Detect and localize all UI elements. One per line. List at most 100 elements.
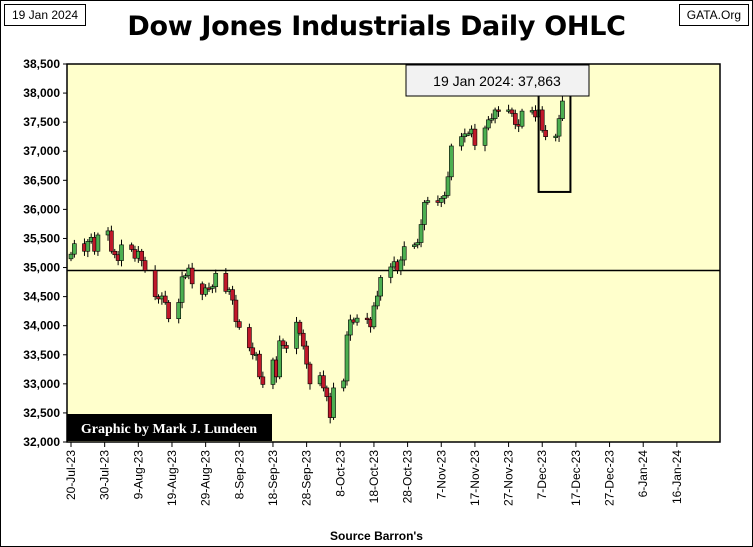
y-tick-label: 34,500 [23, 290, 60, 304]
candle-down [230, 289, 235, 301]
candle-down [129, 244, 134, 250]
candle-up [183, 275, 188, 278]
candle-down [539, 109, 545, 131]
candle-down [297, 321, 303, 334]
x-tick-label: 20-Jul-23 [64, 450, 78, 500]
candle-up [179, 276, 185, 303]
x-tick-label: 7-Dec-23 [535, 450, 549, 500]
candle-up [492, 109, 498, 119]
candle-down [223, 273, 229, 292]
candle-down [189, 267, 195, 285]
candle-up [213, 273, 219, 288]
y-tick-label: 38,000 [23, 86, 60, 100]
candle-down [304, 345, 309, 365]
candle-up [398, 259, 404, 271]
candles [68, 95, 565, 424]
x-tick-label: 16-Jan-24 [670, 450, 684, 504]
y-tick-label: 33,500 [23, 348, 60, 362]
chart-title: Dow Jones Industrials Daily OHLC [127, 11, 626, 42]
candle-up [489, 118, 495, 121]
x-tick-label: 8-Sep-23 [232, 450, 246, 500]
candle-up [486, 119, 491, 129]
candle-up [331, 387, 336, 418]
y-tick-label: 32,000 [23, 435, 60, 449]
candle-up [415, 242, 420, 246]
candle-up [553, 135, 559, 138]
candle-down [142, 260, 148, 271]
candle-up [438, 198, 444, 203]
candle-up [119, 244, 124, 261]
x-tick-label: 27-Nov-23 [502, 450, 516, 506]
candle-up [72, 243, 77, 255]
candle-down [496, 109, 501, 112]
candle-down [260, 376, 266, 385]
candle-down [236, 321, 242, 328]
x-tick-label: 9-Aug-23 [131, 450, 145, 500]
candle-down [280, 340, 286, 346]
x-axis: 20-Jul-23 30-Jul-23 9-Aug-23 19-Aug-23 29-Au… [64, 442, 684, 506]
candle-down [233, 299, 239, 322]
y-tick-label: 34,000 [23, 319, 60, 333]
candle-down [257, 353, 262, 378]
date-label: 19 Jan 2024 [4, 4, 87, 26]
candle-up [401, 246, 407, 261]
candle-down [364, 317, 370, 320]
candle-up [375, 295, 380, 307]
signature-box: Graphic by Mark J. Lundeen [67, 414, 272, 441]
brand-label: GATA.Org [678, 4, 749, 26]
annotation-text: 19 Jan 2024: 37,863 [433, 73, 561, 89]
candle-down [543, 129, 548, 137]
y-tick-label: 35,000 [23, 261, 60, 275]
y-tick-label: 35,500 [23, 231, 60, 245]
annotation-box: 19 Jan 2024: 37,863 [405, 64, 590, 97]
x-tick-label: 30-Jul-23 [98, 450, 112, 500]
candle-down [250, 347, 256, 356]
candle-down [162, 295, 168, 303]
candle-up [210, 286, 215, 289]
y-axis: 32,000 32,500 33,000 33,500 34,000 34,500 35,0… [23, 57, 67, 449]
candle-up [519, 110, 525, 127]
candle-up [277, 340, 282, 378]
candle-down [472, 128, 478, 146]
candle-down [307, 363, 313, 385]
candle-up [418, 224, 424, 243]
y-tick-label: 37,000 [23, 144, 60, 158]
x-tick-label: 27-Dec-23 [603, 450, 617, 506]
candle-up [412, 244, 417, 247]
candle-up [176, 302, 182, 320]
x-tick-label: 6-Jan-24 [636, 450, 650, 498]
x-tick-label: 18-Sep-23 [266, 450, 280, 506]
candle-down [109, 230, 114, 252]
candle-up [348, 319, 353, 336]
candle-up [95, 234, 101, 252]
candle-up [445, 176, 451, 196]
candle-down [284, 345, 289, 349]
signature-background [67, 414, 272, 441]
candle-up [560, 100, 565, 119]
candle-down [321, 375, 326, 389]
candle-up [354, 317, 360, 323]
y-tick-label: 38,500 [23, 57, 60, 71]
candle-up [422, 202, 427, 225]
candle-down [324, 387, 330, 397]
candle-up [482, 127, 488, 146]
source-label: Source Barron's [330, 529, 423, 543]
candle-down [509, 109, 515, 114]
candle-up [378, 277, 383, 297]
candle-up [556, 118, 562, 137]
candle-up [442, 195, 447, 199]
x-tick-label: 28-Sep-23 [300, 450, 314, 506]
y-tick-label: 37,500 [23, 115, 60, 129]
candle-up [294, 321, 299, 349]
candle-down [152, 270, 158, 297]
candle-down [166, 302, 171, 320]
candle-up [341, 380, 346, 389]
candle-up [388, 266, 394, 278]
x-tick-label: 28-Oct-23 [401, 450, 415, 504]
candle-down [247, 327, 252, 349]
x-tick-label: 17-Nov-23 [468, 450, 482, 506]
candle-up [371, 305, 377, 328]
y-tick-label: 36,500 [23, 173, 60, 187]
x-tick-label: 8-Oct-23 [333, 450, 347, 497]
